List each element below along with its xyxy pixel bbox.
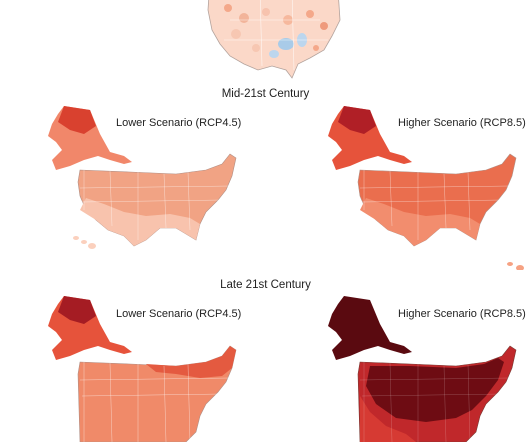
alaska-shape [48,106,132,170]
observed-us-shape [207,0,341,79]
hawaii-shape [507,262,524,270]
contiguous-us-shape [77,153,237,247]
contiguous-us-shape [357,345,517,442]
mid-lower-scenario-label: Lower Scenario (RCP4.5) [116,117,242,129]
late-higher-scenario-label: Higher Scenario (RCP8.5) [398,308,526,320]
mid-higher-scenario-map [328,106,524,270]
observed-change-map [207,0,341,79]
mid-lower-scenario-map [48,106,237,249]
hawaii-shape [73,236,96,249]
contiguous-us-shape [77,345,237,442]
contiguous-us-shape [357,153,517,247]
late-lower-scenario-label: Lower Scenario (RCP4.5) [116,308,242,320]
late-century-title: Late 21st Century [220,279,311,291]
alaska-shape [328,296,412,360]
late-lower-scenario-map [48,296,237,442]
mid-higher-scenario-label: Higher Scenario (RCP8.5) [398,117,526,129]
mid-century-title: Mid-21st Century [221,88,310,100]
late-higher-scenario-map [328,296,517,442]
alaska-shape [328,106,412,170]
alaska-shape [48,296,132,360]
